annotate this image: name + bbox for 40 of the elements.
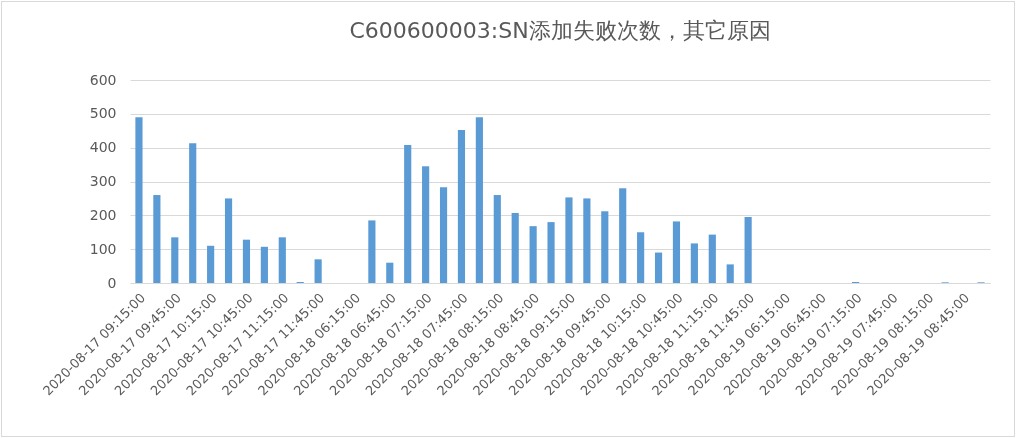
bar	[260, 246, 268, 283]
y-tick-label: 300	[89, 173, 117, 189]
bar	[207, 245, 215, 283]
bar	[672, 221, 681, 283]
bar	[278, 237, 286, 283]
bar	[583, 198, 591, 283]
bar	[368, 220, 376, 283]
bar	[242, 239, 251, 283]
bar	[601, 211, 609, 283]
y-tick-label: 600	[89, 71, 117, 88]
bar	[744, 217, 752, 283]
bar	[690, 243, 698, 283]
bar	[511, 212, 519, 283]
bar	[439, 187, 448, 283]
chart-title: C600600003:SN添加失败次数，其它原因	[349, 18, 771, 43]
bar	[386, 262, 394, 283]
bar	[654, 252, 663, 283]
y-tick-label: 500	[89, 105, 117, 122]
bar	[475, 117, 483, 283]
bar	[135, 117, 143, 283]
bar	[619, 188, 627, 283]
y-tick-label: 200	[89, 206, 117, 223]
bar	[529, 226, 537, 283]
bar	[314, 259, 322, 283]
bar	[404, 144, 412, 283]
bar	[422, 166, 430, 283]
y-tick-label: 100	[89, 240, 117, 257]
bar	[153, 195, 161, 283]
bar	[708, 234, 716, 283]
bar	[171, 237, 179, 283]
bar	[547, 222, 555, 283]
bar	[457, 130, 466, 283]
y-tick-label: 0	[107, 274, 117, 291]
bar	[224, 198, 233, 283]
bar	[637, 232, 645, 283]
bar	[565, 197, 573, 283]
bar	[726, 264, 734, 283]
bar	[493, 195, 501, 283]
y-tick-label: 400	[89, 139, 117, 156]
bar	[189, 143, 197, 283]
